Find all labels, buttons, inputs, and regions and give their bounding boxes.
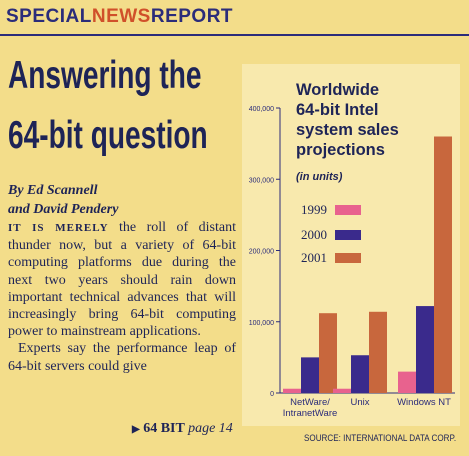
chart-title: Worldwide 64-bit Intel system sales proj… (296, 80, 399, 160)
byline-line-2: and David Pendery (8, 202, 119, 217)
bar-2000-unix (351, 355, 369, 393)
article-paragraph-1: IT IS MERELY the roll of distant thunder… (8, 219, 236, 340)
chart-title-line-2: 64-bit Intel (296, 101, 379, 119)
jump-arrow-icon: ▶ (132, 424, 140, 435)
headline-line-1: Answering the (8, 54, 202, 97)
legend-swatch (335, 230, 361, 240)
banner-news: NEWS (91, 6, 151, 27)
byline-line-1: By Ed Scannell (8, 183, 98, 198)
y-tick-label: 100,000 (249, 320, 274, 327)
bar-2001-unix (369, 311, 387, 393)
y-tick-label: 300,000 (249, 177, 274, 184)
legend-label: 2000 (301, 227, 327, 242)
byline: By Ed Scannell and David Pendery (8, 181, 118, 219)
banner-rule (0, 34, 469, 36)
article-body: IT IS MERELY the roll of distant thunder… (8, 219, 236, 375)
legend-swatch (335, 253, 361, 263)
article-lead-in: IT IS MERELY (8, 222, 109, 234)
bar-2000-netware (301, 357, 319, 393)
banner-special: SPECIAL (6, 6, 92, 27)
legend-item-2001: 2001 (301, 250, 361, 266)
x-tick-label: Unix (350, 397, 369, 408)
x-tick-label: NetWare/ (290, 397, 330, 408)
jump-label: 64 BIT (143, 421, 185, 436)
x-tick-label: IntranetWare (283, 408, 338, 419)
legend-item-1999: 1999 (301, 202, 361, 218)
bar-1999-windows-nt (398, 371, 416, 393)
banner-report: REPORT (150, 6, 234, 27)
legend-label: 1999 (301, 202, 327, 217)
legend-swatch (335, 205, 361, 215)
article-paragraph-1-text: the roll of distant thunder now, but a v… (8, 220, 236, 340)
x-tick-label: Windows NT (397, 397, 451, 408)
chart-subtitle: (in units) (296, 171, 343, 183)
bar-1999-netware (283, 388, 301, 393)
jump-page: page 14 (188, 421, 233, 436)
chart-title-line-4: projections (296, 141, 385, 159)
bar-2001-windows-nt (434, 136, 452, 393)
bar-1999-unix (333, 388, 351, 393)
legend-item-2000: 2000 (301, 227, 361, 243)
section-banner: SPECIALNEWSREPORT (6, 6, 233, 28)
continued-jump-link[interactable]: ▶ 64 BIT page 14 (132, 421, 233, 437)
y-tick-label: 400,000 (249, 106, 274, 113)
legend-label: 2001 (301, 250, 327, 265)
bar-2000-windows-nt (416, 306, 434, 393)
y-tick-label: 0 (270, 391, 274, 398)
y-tick-label: 200,000 (249, 249, 274, 256)
chart-title-line-1: Worldwide (296, 81, 380, 99)
bar-2001-netware (319, 313, 337, 393)
article-paragraph-2: Experts say the performance leap of 64-b… (8, 341, 236, 374)
chart-source: SOURCE: INTERNATIONAL DATA CORP. (304, 433, 457, 443)
chart-title-line-3: system sales (296, 121, 399, 139)
